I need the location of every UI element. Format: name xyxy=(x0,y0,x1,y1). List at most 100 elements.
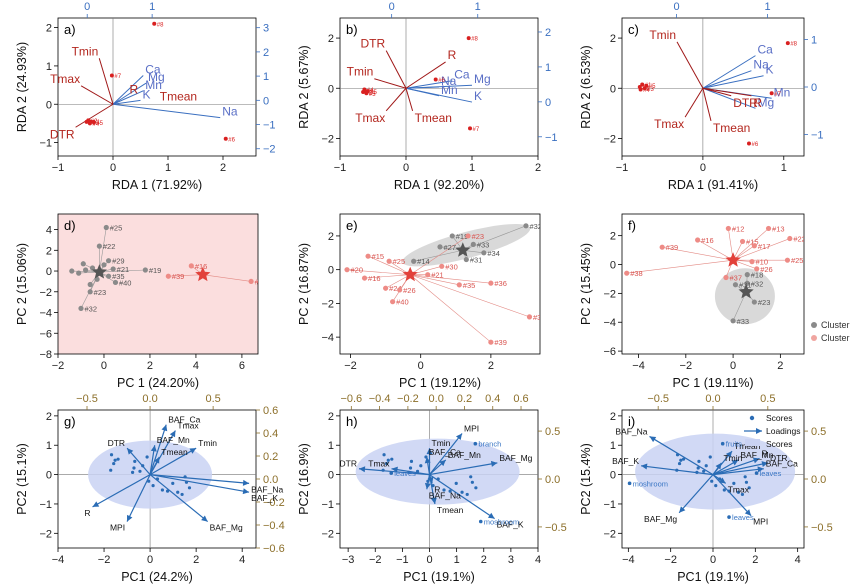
blue-vector-label: Mn xyxy=(441,83,458,97)
red-label: R xyxy=(130,83,139,97)
score-point xyxy=(469,475,473,479)
loading-vector xyxy=(429,433,463,475)
panel-letter: d) xyxy=(64,218,76,233)
cluster1-point-label: #31 xyxy=(470,256,483,265)
cluster1-point xyxy=(87,281,93,288)
x-tick-label: 0 xyxy=(418,360,424,372)
loading-vector xyxy=(712,457,760,476)
loading-vector xyxy=(150,473,250,485)
loading-label: Tmean xyxy=(734,441,761,451)
score-point xyxy=(382,453,386,457)
cluster2-centroid-star xyxy=(195,266,211,282)
y-tick-label: 0 xyxy=(46,99,52,111)
cluster1-point-label: #35 xyxy=(112,272,125,281)
cluster2-point xyxy=(659,244,665,250)
cluster2-point-label: #10 xyxy=(756,258,769,267)
cluster1-point xyxy=(78,305,84,311)
legend-loadings-marker-head xyxy=(756,428,762,434)
sample-point xyxy=(468,126,473,131)
cluster1-point xyxy=(101,262,107,268)
plot-area: #32 #27 #33#34 #31 #19 #14 #23 #15 #25 #20 #30#21 #… xyxy=(344,222,540,347)
loading-vector-head xyxy=(641,463,648,470)
loading-label: BAF_Mn xyxy=(157,435,190,445)
right-tick-label: −2 xyxy=(263,144,276,156)
plot-frame xyxy=(57,17,257,157)
y-tick-label: 1 xyxy=(46,61,52,73)
loading-vector xyxy=(126,474,151,522)
score-point xyxy=(681,457,686,461)
cluster1-point-label: #29 xyxy=(112,257,125,266)
y-tick-label: 2 xyxy=(46,411,52,423)
top-tick-label: 0 xyxy=(84,1,90,13)
cluster2-point-label: #25 xyxy=(791,256,804,265)
sample-point-label: #8 xyxy=(157,22,164,28)
sample-point-label: #1 xyxy=(94,120,101,126)
cluster-ellipse xyxy=(402,224,531,267)
cluster1-point xyxy=(94,276,100,282)
group-marker xyxy=(627,481,632,486)
cluster2-point-label: #38 xyxy=(630,269,643,278)
cluster2-point-label: #15 xyxy=(746,237,759,246)
group-annotation: leaves xyxy=(732,513,754,522)
y-tick-label: 2 xyxy=(46,245,52,257)
cluster1-point-label: #14 xyxy=(417,257,430,266)
group-annotation: moshroom xyxy=(484,518,519,527)
score-point xyxy=(696,466,700,470)
sample-point xyxy=(769,91,774,96)
x-tick-label: 2 xyxy=(488,360,494,372)
cluster1-point xyxy=(449,233,455,239)
sample-point xyxy=(644,83,649,88)
loading-label: BAF_Mg xyxy=(210,523,243,533)
cluster1-point xyxy=(110,266,116,272)
panel-letter: c) xyxy=(628,22,639,37)
red-spoke xyxy=(202,274,252,282)
loading-label: DTR xyxy=(108,438,125,448)
loading-vector-head xyxy=(455,433,463,441)
red-spoke xyxy=(410,274,460,286)
y-tick-label: −2 xyxy=(321,528,334,540)
sample-point xyxy=(638,87,643,92)
x-tick-label: 2 xyxy=(777,360,783,372)
y-tick-label: −4 xyxy=(321,332,334,344)
cluster2-point xyxy=(751,243,757,249)
red-vector xyxy=(405,88,414,111)
score-point xyxy=(385,461,389,466)
cluster2-point xyxy=(526,314,533,320)
cluster1-point xyxy=(105,258,112,264)
red-vector-label: Tmax xyxy=(654,117,684,131)
y-tick-label: 2 xyxy=(46,23,52,35)
y-tick-label: 2 xyxy=(328,33,334,45)
legend-label: Cluster 1 xyxy=(821,320,851,330)
x-tick-label: −4 xyxy=(52,554,65,566)
sample-point-label: #6 xyxy=(438,78,445,84)
x-axis-label: PC 1 (19.12%) xyxy=(399,376,481,390)
right-tick-label: 2 xyxy=(545,27,551,39)
blue-vector xyxy=(405,80,453,89)
blue-vector xyxy=(112,90,144,105)
loading-vector-head xyxy=(731,459,739,466)
x-tick-label: −1 xyxy=(334,162,347,174)
top-tick-label: 1 xyxy=(475,1,481,13)
score-point xyxy=(130,470,135,474)
cluster2-point xyxy=(386,258,392,264)
cluster2-point-label: #13 xyxy=(772,224,785,233)
loading-vector-head xyxy=(150,445,157,452)
y-tick-label: 4 xyxy=(46,225,52,237)
x-tick-label: 6 xyxy=(239,360,245,372)
x-tick-label: 1 xyxy=(469,162,475,174)
cluster1-point xyxy=(69,268,75,274)
loading-vector-head xyxy=(92,501,100,507)
cluster1-point xyxy=(437,244,443,250)
right-tick-label: −1 xyxy=(545,132,558,144)
cluster1-point xyxy=(103,224,109,231)
x-tick-label: −4 xyxy=(622,554,635,566)
loading-vector-head xyxy=(424,482,431,490)
score-point xyxy=(145,455,149,459)
loading-vector-head xyxy=(715,462,722,470)
y-tick-label: 2 xyxy=(610,411,616,423)
cluster2-point-label: #24 xyxy=(389,284,402,293)
loading-label: R xyxy=(84,508,90,518)
top-tick-label: 0.5 xyxy=(760,393,775,405)
loading-label: R xyxy=(762,448,768,458)
